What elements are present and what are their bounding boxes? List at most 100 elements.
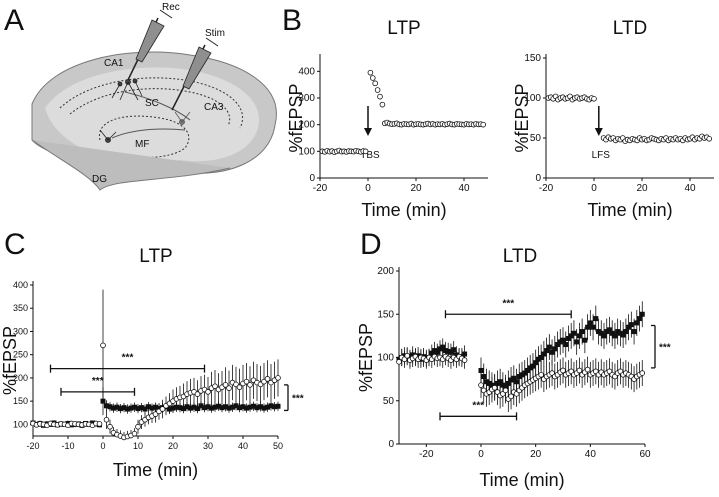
x-tick-label: 20 [410,183,422,194]
y-tick-label: 100 [13,419,28,429]
data-point-square [132,404,137,410]
label-stim: Stim [205,28,225,39]
x-tick-label: 40 [458,183,470,194]
data-point-square [104,403,109,409]
data-point-square [606,327,612,333]
data-point-square [240,404,246,410]
stimulus-label: TBS [360,150,380,161]
data-point-square [254,405,260,411]
data-point-square [639,311,645,317]
data-point-square [549,349,555,355]
data-point-square [128,405,134,411]
data-point-square [195,406,200,412]
y-tick-label: 200 [13,373,28,383]
label-dg: DG [92,174,107,185]
data-point-square [209,405,214,411]
stimulus-arrowhead [364,128,372,136]
data-point-circle [103,416,110,423]
data-point-square [568,333,574,339]
data-point-square [579,329,585,335]
significance-stars: *** [472,400,484,411]
data-point-square [244,405,249,411]
x-axis-label: Time (min) [479,470,564,490]
data-point-circle [264,376,271,382]
data-point-circle [159,406,166,412]
data-point-square [565,335,571,341]
x-axis-label: Time (min) [113,460,198,480]
data-point-circle [372,80,379,87]
data-point-square [261,405,267,411]
data-point-square [118,406,123,412]
x-tick-label: 20 [636,183,648,194]
x-tick-label: 10 [133,441,143,451]
panel-letter-c: C [4,228,26,261]
data-point-circle [275,375,281,381]
panel-letter-b: B [282,4,302,37]
x-tick-label: 40 [238,441,248,451]
data-point-circle [362,148,369,155]
data-point-circle [96,421,103,427]
data-point-square [615,329,621,335]
data-point-circle [236,384,243,391]
data-point-square [223,404,228,410]
data-point-circle [560,367,566,374]
chart-title: LTD [613,18,647,39]
x-tick-label: -20 [26,441,39,451]
recording-electrode [127,9,173,81]
y-tick-label: 100 [298,146,315,157]
data-point-square [538,355,544,360]
data-point-square [593,316,599,322]
significance-stars: *** [659,343,671,354]
label-ca3: CA3 [204,102,224,113]
data-point-square [533,360,539,366]
x-axis-label: Time (min) [587,200,672,220]
data-point-square [233,403,239,409]
data-point-square [631,329,637,335]
data-point-square [149,405,155,411]
data-point-square [527,365,533,371]
data-point-circle [243,378,250,385]
data-point-circle [379,101,386,108]
y-tick-label: 400 [298,66,315,77]
stimulus-label: LFS [592,150,611,161]
data-point-square [191,404,197,410]
significance-stars: *** [122,353,134,364]
x-axis-label: Time (min) [361,200,446,220]
data-point-square [598,330,604,336]
significance-stars: *** [502,298,514,309]
data-point-square [121,405,127,411]
ca3-neuron [174,111,191,125]
data-point-square [604,329,610,335]
x-tick-label: 20 [168,441,178,451]
data-point-square [620,332,626,338]
data-point-square [557,339,563,345]
data-point-square [563,342,569,348]
dg-neurons [99,129,117,143]
y-axis-label: %fEPSP [286,83,306,152]
data-point-square [251,403,256,409]
data-point-square [212,404,218,410]
data-point-square [555,342,561,348]
y-axis-label: %fEPSP [512,83,532,152]
data-point-square [634,320,640,326]
hippocampus-illustration: Rec Stim CA1 SC CA3 MF DG [31,2,277,191]
label-mf: MF [135,139,149,150]
data-point-circle [135,423,141,430]
data-point-square [265,404,270,410]
x-tick-label: 60 [639,449,651,460]
data-point-circle [478,382,484,388]
data-point-square [576,333,582,339]
data-point-circle [212,383,218,390]
data-point-circle [404,352,411,359]
data-point-circle [576,367,583,374]
x-tick-label: -10 [61,441,74,451]
data-point-circle [508,393,514,400]
data-point-square [478,367,484,373]
data-point-square [481,374,487,380]
data-point-square [623,329,629,335]
y-tick-label: 350 [13,303,28,313]
data-point-circle [502,387,509,394]
data-point-circle [374,87,381,93]
